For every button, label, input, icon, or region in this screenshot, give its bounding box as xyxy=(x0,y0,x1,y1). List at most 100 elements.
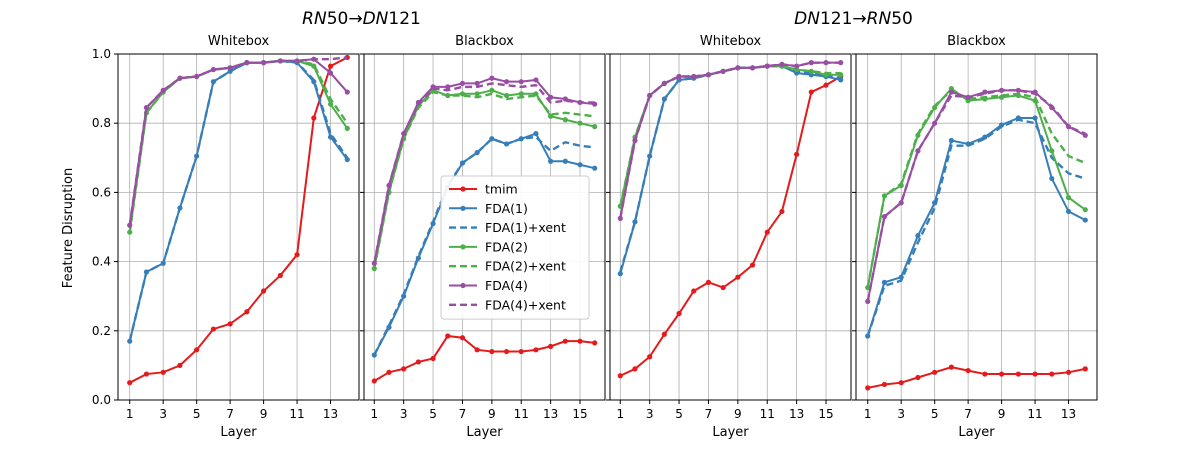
x-tick-label: 9 xyxy=(998,407,1006,421)
data-point xyxy=(948,89,955,95)
data-point xyxy=(617,373,623,379)
axes-frame xyxy=(855,53,1098,401)
x-tick-label: 5 xyxy=(675,407,683,421)
x-axis-label: Layer xyxy=(712,425,749,440)
data-point xyxy=(489,348,495,355)
series-line-fda-4-xent xyxy=(619,61,841,219)
data-point xyxy=(915,148,921,154)
data-point xyxy=(533,347,539,353)
series-line-fda-4- xyxy=(373,77,595,264)
data-point xyxy=(592,165,598,171)
series-line-tmim xyxy=(619,75,842,377)
data-point xyxy=(533,77,539,83)
data-point xyxy=(143,105,150,111)
data-point xyxy=(518,91,524,97)
axes-frame xyxy=(363,53,606,401)
series-line-fda-2-xent xyxy=(373,90,595,269)
data-point xyxy=(932,369,938,375)
x-tick-label: 11 xyxy=(514,407,529,421)
series-line-fda-1-xent xyxy=(373,135,595,356)
axes-frame xyxy=(117,53,360,401)
data-point xyxy=(948,364,955,370)
legend-box xyxy=(440,175,590,320)
x-tick-label: 15 xyxy=(572,407,587,421)
subplot-title: Whitebox xyxy=(700,34,762,49)
x-tick-label: 11 xyxy=(1027,407,1042,421)
y-tick-label: 1.0 xyxy=(92,47,111,61)
legend-marker xyxy=(460,186,466,192)
data-point xyxy=(474,91,480,97)
data-point xyxy=(898,200,904,206)
series-line-fda-4- xyxy=(866,89,1086,302)
data-point xyxy=(503,79,510,85)
data-point xyxy=(1015,371,1021,377)
series-line-fda-2-xent xyxy=(128,59,349,233)
legend-label: FDA(4) xyxy=(485,278,528,293)
data-point xyxy=(474,80,480,87)
legend-label: FDA(1) xyxy=(485,201,528,216)
x-tick-label: 9 xyxy=(734,407,742,421)
data-point xyxy=(548,94,554,100)
data-point xyxy=(344,125,350,131)
data-point xyxy=(881,279,888,285)
data-point xyxy=(808,89,814,95)
x-axis-label: Layer xyxy=(220,425,257,440)
series-line-fda-1- xyxy=(373,132,595,356)
data-point xyxy=(210,326,216,332)
y-tick-label: 0.6 xyxy=(92,185,111,199)
data-point xyxy=(127,380,133,386)
x-tick-label: 5 xyxy=(429,407,437,421)
data-point xyxy=(261,60,267,66)
data-point xyxy=(808,68,814,74)
data-point xyxy=(562,158,568,164)
data-point xyxy=(691,288,697,294)
data-point xyxy=(1065,194,1072,201)
data-point xyxy=(160,369,166,375)
x-tick-label: 1 xyxy=(864,407,872,421)
data-point xyxy=(735,274,741,280)
data-point xyxy=(999,371,1005,377)
series-line-fda-1- xyxy=(619,65,841,274)
data-point xyxy=(562,117,568,123)
group-title-part: 121 xyxy=(388,9,420,29)
data-point xyxy=(661,331,667,337)
data-point xyxy=(705,279,712,285)
series-line-tmim xyxy=(129,56,348,384)
series-line-fda-4-xent xyxy=(866,89,1086,302)
x-tick-label: 7 xyxy=(226,407,234,421)
data-point xyxy=(518,348,524,355)
x-tick-label: 1 xyxy=(126,407,134,421)
data-point xyxy=(311,115,317,121)
legend-label: FDA(2) xyxy=(485,239,528,254)
series-line-fda-1-xent xyxy=(866,118,1086,337)
data-point xyxy=(244,309,250,315)
series-line-fda-1- xyxy=(128,59,349,342)
series-line-fda-2- xyxy=(866,87,1086,288)
data-point xyxy=(720,284,726,291)
legend-label: FDA(2)+xent xyxy=(485,259,566,274)
data-point xyxy=(808,60,814,66)
legend-label: FDA(1)+xent xyxy=(485,220,566,235)
data-point xyxy=(327,134,334,140)
data-point xyxy=(548,158,554,164)
data-point xyxy=(401,366,407,372)
x-tick-label: 9 xyxy=(260,407,268,421)
subplot-title: Whitebox xyxy=(208,34,270,49)
group-title-1: RN50→DN121 xyxy=(302,9,421,29)
data-point xyxy=(915,374,921,381)
data-point xyxy=(445,84,451,90)
data-point xyxy=(386,324,392,330)
group-title-2: DN121→RN50 xyxy=(794,9,913,29)
data-point xyxy=(632,366,638,372)
data-point xyxy=(294,58,300,64)
data-point xyxy=(1049,148,1055,154)
data-point xyxy=(415,359,421,365)
data-point xyxy=(982,89,988,95)
y-tick-label: 0.0 xyxy=(92,393,111,407)
data-point xyxy=(503,348,510,355)
data-point xyxy=(617,271,623,277)
